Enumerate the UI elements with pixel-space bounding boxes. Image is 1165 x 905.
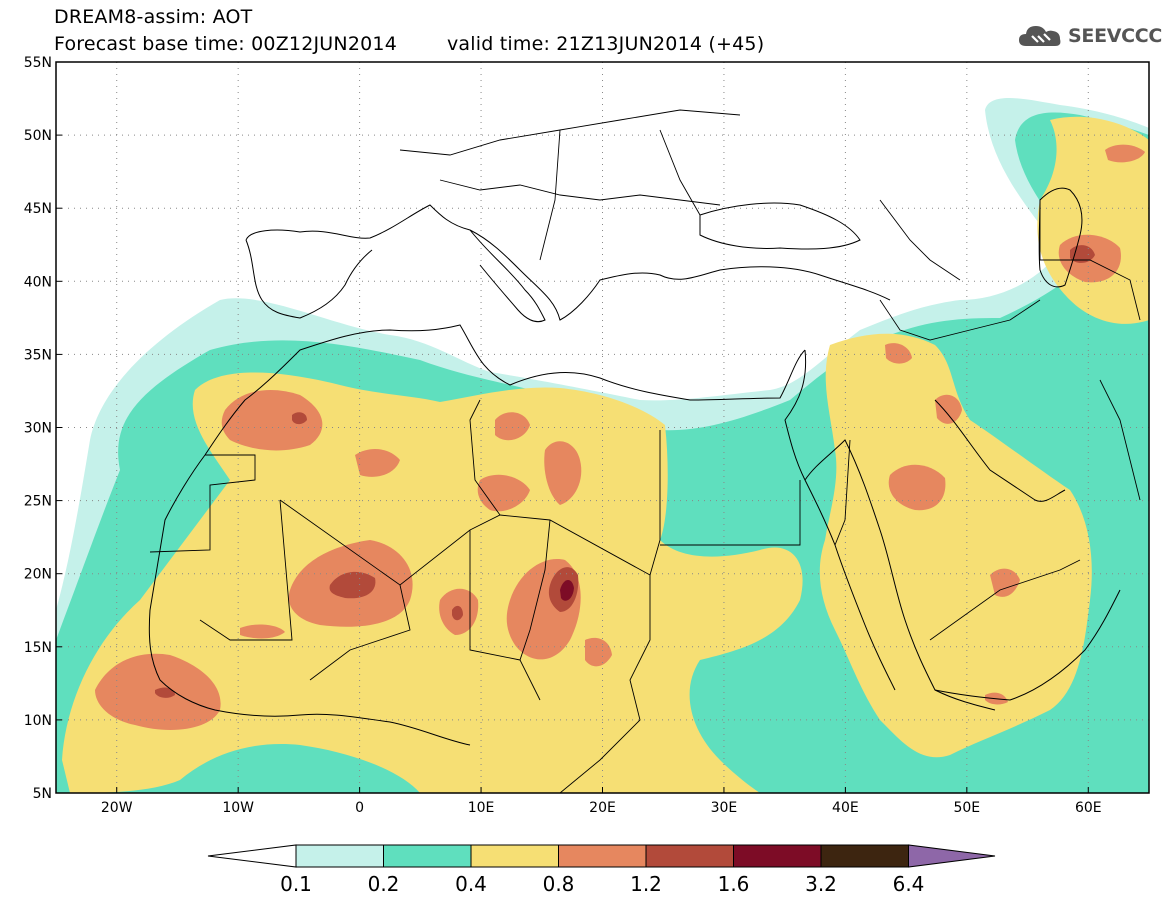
lon-tick-label: 10W [222,800,254,816]
lat-tick-label: 55N [24,55,52,71]
colorbar-label: 0.8 [543,872,575,896]
lon-tick-label: 30E [711,800,738,816]
lon-tick-label: 40E [832,800,859,816]
colorbar: 0.1 0.2 0.4 0.8 1.2 1.6 3.2 6.4 [207,844,996,896]
valid-time-label: valid time: 21Z13JUN2014 (+45) [446,33,765,55]
lat-tick-label: 45N [24,201,52,217]
colorbar-swatch [558,844,647,868]
colorbar-label: 1.2 [630,872,662,896]
longitude-labels: 20W 10W 0 10E 20E 30E 40E 50E 60E [101,787,1102,816]
lat-tick-label: 10N [24,713,52,729]
lat-tick-label: 20N [24,567,52,583]
lat-tick-label: 40N [24,274,52,290]
colorbar-swatch [295,844,384,868]
lon-tick-label: 20E [589,800,616,816]
colorbar-label: 1.6 [718,872,750,896]
colorbar-swatch [733,844,822,868]
aot-contour-0.4-caspian [1037,116,1149,324]
lat-tick-label: 50N [24,128,52,144]
chart-title: DREAM8-assim: AOT [54,6,253,28]
aot-contour-1.6 [560,579,574,601]
colorbar-swatch [383,844,472,868]
colorbar-swatch [820,844,909,868]
base-time-label: Forecast base time: 00Z12JUN2014 [54,33,397,55]
colorbar-label: 0.2 [368,872,400,896]
lat-tick-label: 30N [24,421,52,437]
chart-subtitle: Forecast base time: 00Z12JUN2014 valid ti… [54,33,764,55]
colorbar-low-arrow [207,844,297,868]
colorbar-swatch [470,844,559,868]
lon-tick-label: 20W [101,800,133,816]
aot-contour-0.4-west [62,372,803,793]
aot-contour-0.4-east [819,333,1092,758]
lat-tick-label: 5N [33,786,52,802]
colorbar-label: 0.4 [455,872,487,896]
colorbar-label: 3.2 [805,872,837,896]
aot-contour-0.8 [95,144,1145,730]
lat-tick-label: 25N [24,494,52,510]
lon-tick-label: 10E [468,800,495,816]
lon-tick-label: 50E [953,800,980,816]
lon-tick-label: 60E [1075,800,1102,816]
lat-tick-label: 15N [24,640,52,656]
coastlines [148,187,1121,746]
cloud-icon [1019,26,1061,46]
seevccc-logo: SEEVCCC [1018,22,1162,50]
logo-text: SEEVCCC [1068,25,1163,47]
colorbar-label: 0.1 [280,872,312,896]
colorbar-swatch [645,844,734,868]
colorbar-high-arrow [908,844,996,868]
colorbar-label: 6.4 [893,872,925,896]
latitude-labels: 55N 50N 45N 40N 35N 30N 25N 20N 15N 10N 5N [24,55,62,802]
country-borders [149,109,1141,793]
lat-tick-label: 35N [24,347,52,363]
lon-tick-label: 0 [355,800,364,816]
